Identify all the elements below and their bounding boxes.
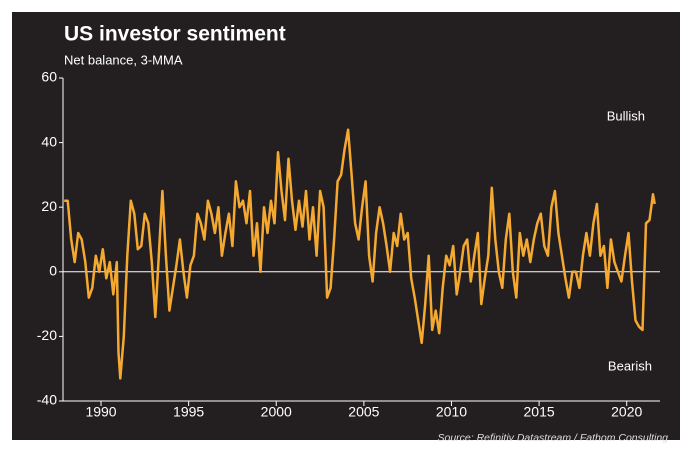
chart-subtitle: Net balance, 3-MMA (64, 52, 183, 67)
y-tick-label: 40 (41, 133, 57, 149)
annotation: Bullish (607, 108, 645, 123)
y-tick-label: 0 (49, 263, 57, 279)
panel (12, 12, 680, 440)
y-tick-label: 20 (41, 198, 57, 214)
x-tick-label: 2000 (261, 404, 292, 420)
series-line (64, 128, 656, 380)
y-tick-label: -40 (37, 392, 57, 408)
x-tick-label: 1995 (173, 404, 204, 420)
y-tick-label: -20 (37, 327, 57, 343)
x-tick-label: 2015 (524, 404, 555, 420)
x-tick-label: 2010 (436, 404, 467, 420)
x-tick-label: 2020 (611, 404, 642, 420)
chart-title: US investor sentiment (64, 23, 286, 46)
x-tick-label: 2005 (348, 404, 379, 420)
annotation: Bearish (608, 358, 652, 373)
x-tick-label: 1990 (85, 404, 116, 420)
source: Source: Refinitiv Datastream / Fathom Co… (437, 432, 668, 444)
y-tick-label: 60 (41, 69, 57, 85)
